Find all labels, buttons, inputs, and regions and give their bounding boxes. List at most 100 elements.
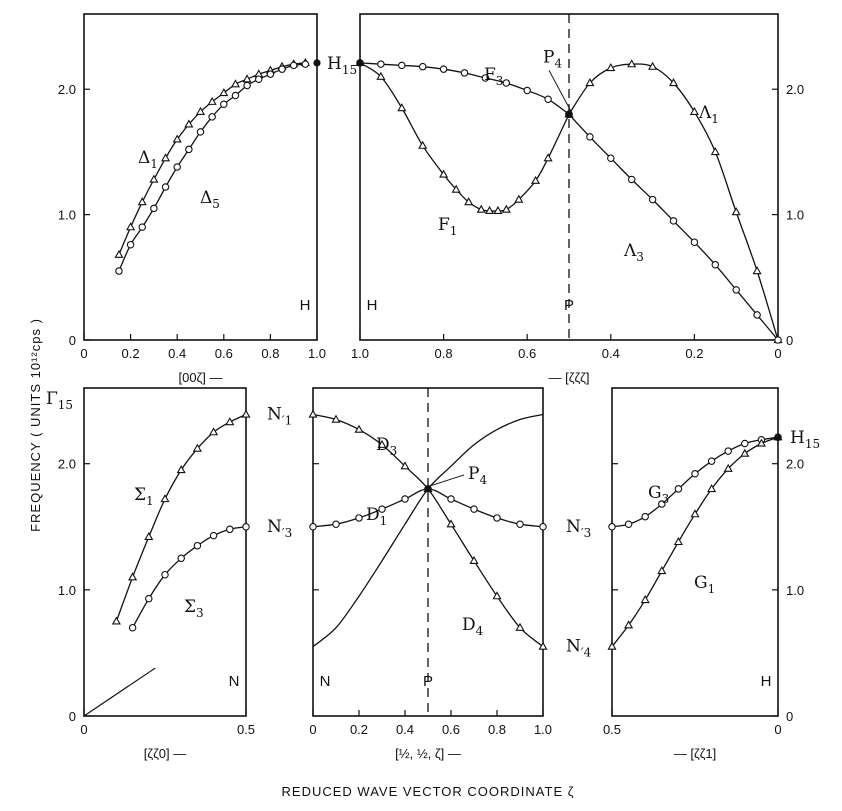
- data-point: [308, 409, 318, 418]
- data-point: [289, 61, 298, 70]
- symmetry-point-label: H: [761, 673, 772, 690]
- x-tick-label: 0.2: [350, 722, 368, 737]
- data-point: [689, 106, 699, 115]
- data-point: [193, 541, 202, 550]
- data-point: [451, 184, 461, 193]
- data-point: [723, 463, 733, 472]
- data-point: [469, 555, 479, 564]
- x-tick-label: 1.0: [351, 346, 369, 361]
- series-label: D4: [462, 615, 484, 638]
- data-point: [150, 204, 158, 213]
- panel-p1: 0 0.2 0.4 0.6 0.8 1.0 0 1.0 2.0 [00ζ] — H Δ1 Δ5 H15: [58, 13, 357, 385]
- edge-point-label: N′3: [566, 517, 591, 540]
- data-point: [470, 505, 478, 513]
- p4-label: P4: [543, 47, 562, 70]
- data-point: [128, 623, 137, 632]
- data-point: [161, 153, 171, 162]
- series-label: D3: [376, 435, 397, 458]
- data-point: [707, 484, 717, 493]
- data-point: [207, 96, 217, 105]
- x-tick-label: 0.6: [518, 346, 536, 361]
- y-tick-label: 0: [69, 333, 76, 348]
- data-point: [377, 60, 385, 68]
- data-point: [641, 512, 649, 521]
- data-point: [732, 286, 740, 294]
- series-label: Δ1: [138, 148, 158, 171]
- data-point: [502, 79, 511, 87]
- data-point: [539, 523, 547, 531]
- data-point: [543, 153, 553, 162]
- data-point: [691, 470, 699, 478]
- data-point: [740, 448, 750, 457]
- series-label: Σ3: [184, 597, 204, 620]
- x-tick-label: 0.5: [603, 722, 621, 737]
- panel-axis-label: — [ζζζ]: [548, 370, 589, 385]
- series-label: Σ1: [134, 485, 154, 508]
- data-point: [544, 95, 552, 104]
- p4-label: P4: [468, 464, 487, 487]
- data-point: [523, 86, 531, 95]
- data-point: [354, 424, 364, 433]
- data-point: [724, 447, 732, 455]
- data-point: [673, 536, 683, 546]
- data-point: [690, 238, 699, 246]
- panel-p2: 1.0 0.8 0.6 0.4 0.2 00 1.0 2.0 — [ζζζ] H P F3 F1 Λ1 Λ3…: [351, 13, 804, 385]
- data-point: [481, 74, 490, 82]
- series-label: F1: [438, 215, 457, 238]
- y-tick-label: 1.0: [58, 583, 76, 598]
- y-tick-label: 2.0: [58, 457, 76, 472]
- data-point: [515, 622, 525, 631]
- edge-point-label: N′1: [267, 404, 292, 427]
- series-label: G1: [694, 573, 715, 596]
- data-point: [501, 204, 511, 213]
- data-point: [301, 60, 310, 68]
- data-point: [648, 61, 658, 70]
- data-point: [225, 417, 235, 426]
- data-point: [196, 128, 205, 136]
- data-point: [172, 134, 182, 143]
- symmetry-point-label: H: [300, 297, 311, 314]
- data-point: [446, 519, 456, 528]
- data-point: [230, 79, 240, 88]
- data-point: [176, 465, 186, 474]
- data-point: [607, 641, 617, 650]
- x-tick-label: 1.0: [534, 722, 552, 737]
- series-label: Δ5: [200, 188, 220, 211]
- data-point: [160, 494, 170, 503]
- data-point: [674, 485, 683, 493]
- symmetry-point-label: P: [564, 297, 574, 314]
- data-point: [669, 217, 678, 225]
- data-point: [242, 523, 250, 531]
- data-point: [115, 267, 123, 275]
- x-tick-label: 0.5: [237, 722, 255, 737]
- data-point: [707, 457, 716, 465]
- y-tick-label: 0: [786, 709, 793, 724]
- data-point: [309, 523, 317, 531]
- data-point: [114, 249, 124, 258]
- h15-label: H15: [790, 428, 820, 451]
- data-point: [710, 147, 720, 156]
- data-point: [731, 207, 741, 216]
- data-point: [220, 100, 228, 109]
- x-tick-label: 0: [80, 722, 87, 737]
- data-point: [332, 520, 340, 528]
- data-point: [640, 595, 650, 604]
- series-label: Λ1: [698, 103, 719, 126]
- data-point: [111, 616, 121, 625]
- data-point: [690, 509, 700, 518]
- series-line: [568, 113, 779, 341]
- data-point: [658, 500, 666, 508]
- data-point: [377, 439, 387, 448]
- data-point: [460, 69, 469, 77]
- y-tick-label: 2.0: [786, 457, 804, 472]
- data-point: [668, 78, 679, 87]
- data-point: [648, 195, 657, 204]
- reference-line: [83, 667, 156, 717]
- x-tick-label: 0.8: [435, 346, 453, 361]
- panel-frame: [83, 13, 318, 341]
- data-point: [493, 514, 501, 522]
- data-point: [774, 336, 782, 344]
- data-point: [464, 197, 474, 206]
- data-point: [753, 311, 761, 319]
- data-point: [376, 71, 386, 80]
